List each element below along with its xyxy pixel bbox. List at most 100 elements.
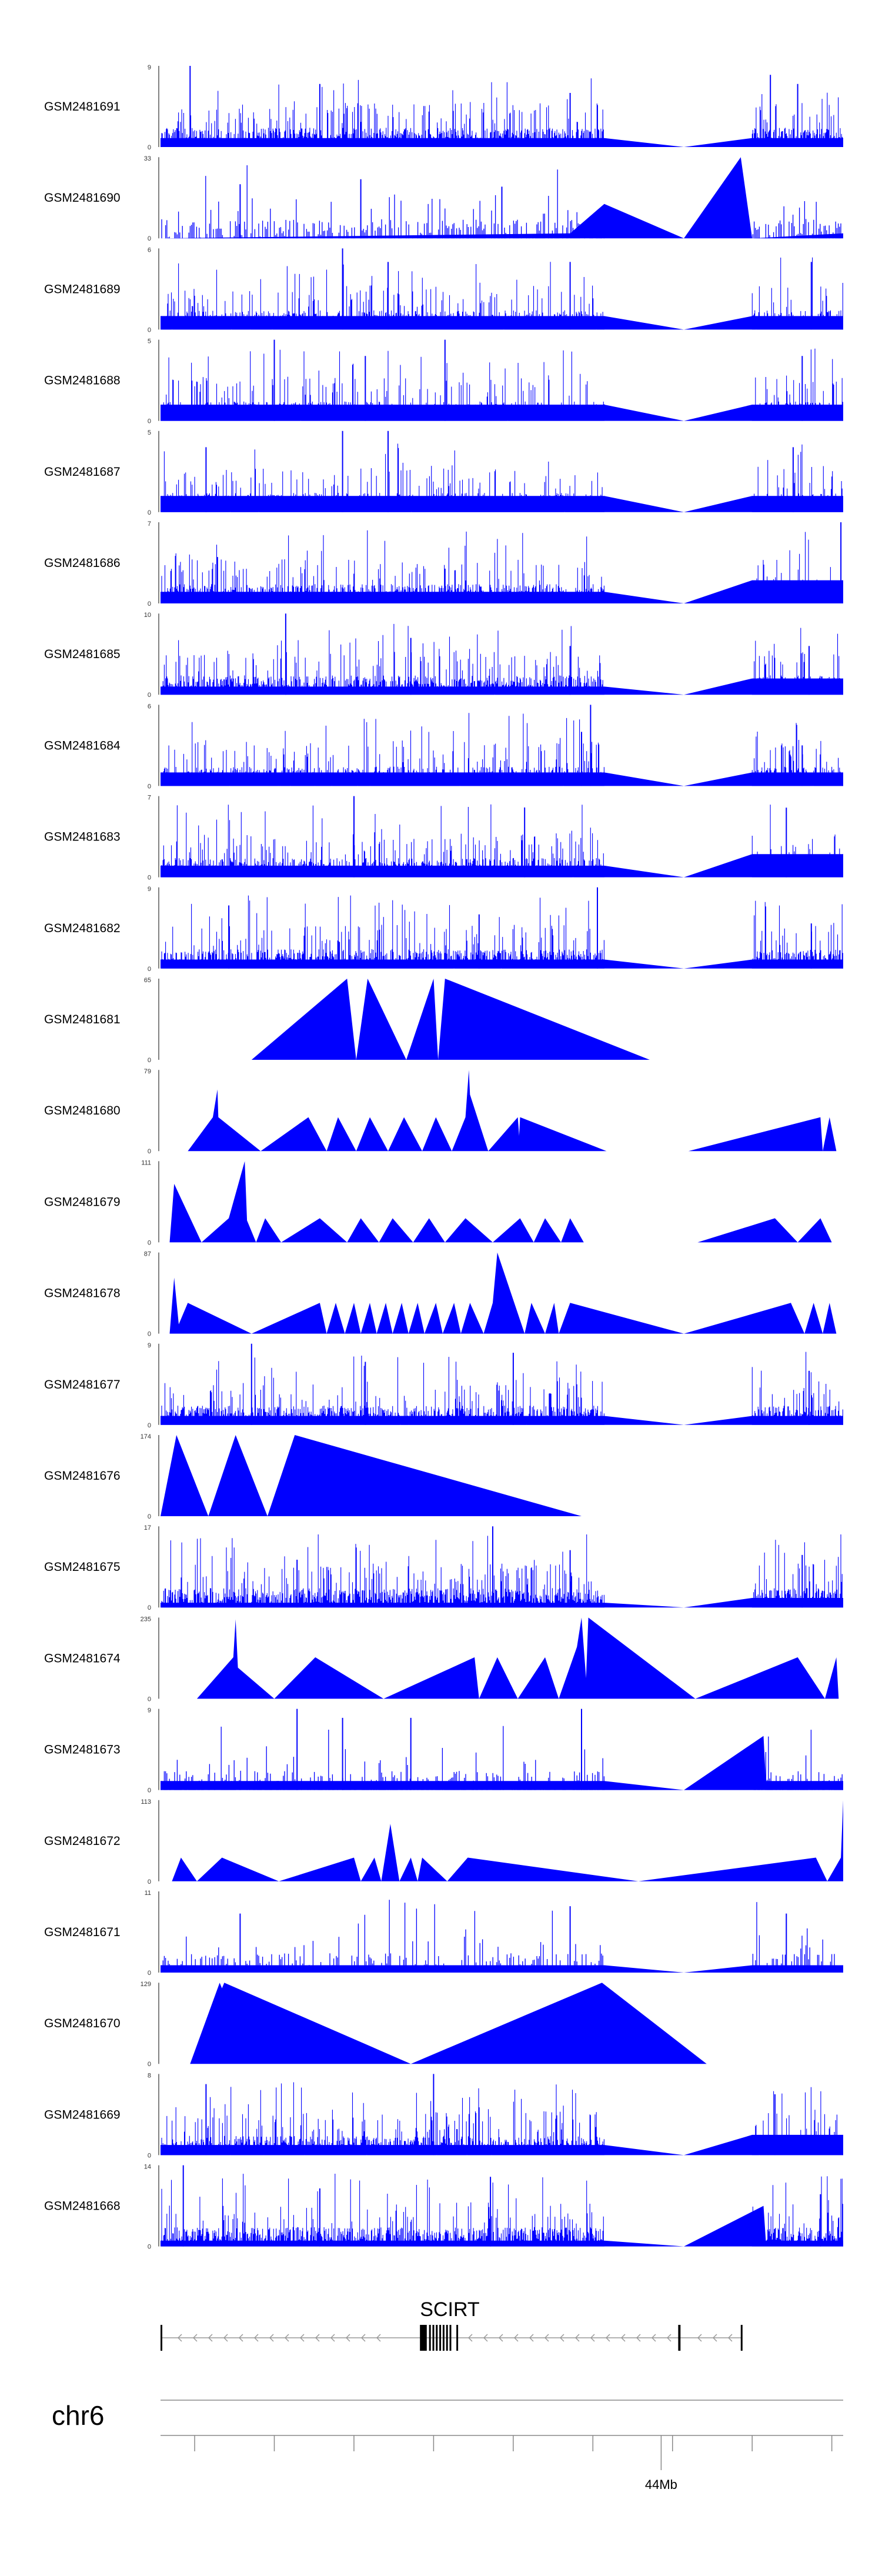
coverage-area <box>251 979 650 1060</box>
y-max-label: 174 <box>141 1433 151 1440</box>
coverage-spikes <box>161 165 841 239</box>
strand-arrow <box>299 2334 305 2342</box>
track-GSM2481684: GSM2481684 6 0 <box>44 703 843 790</box>
y-min-label: 0 <box>148 235 151 242</box>
coverage-tracks: GSM248169190GSM2481690330GSM248168960GSM… <box>44 64 843 2251</box>
y-max-label: 9 <box>148 1707 151 1714</box>
strand-arrow <box>483 2334 488 2342</box>
track-GSM2481668: GSM2481668 14 0 <box>44 2164 843 2251</box>
exon <box>439 2325 442 2351</box>
y-min-label: 0 <box>148 1696 151 1703</box>
y-max-label: 5 <box>148 429 151 436</box>
coverage-spikes <box>161 257 843 330</box>
track-GSM2481681: GSM2481681 65 0 <box>44 977 650 1064</box>
strand-arrow <box>498 2334 503 2342</box>
coverage-spikes <box>161 78 843 147</box>
y-max-label: 87 <box>144 1251 151 1258</box>
y-max-label: 11 <box>145 1890 151 1897</box>
track-GSM2481688: GSM2481688 5 0 <box>44 338 843 425</box>
coverage-spikes <box>162 1900 843 1973</box>
track-GSM2481676: GSM2481676 174 0 <box>44 1433 582 1520</box>
coverage-spikes <box>161 1534 843 1608</box>
track-GSM2481680: GSM2481680 79 0 <box>44 1068 837 1155</box>
strand-arrow <box>315 2334 320 2342</box>
ruler-tick-label: 44Mb <box>645 2477 677 2492</box>
coverage-spikes <box>161 530 843 603</box>
coverage-area <box>169 1161 832 1243</box>
y-max-label: 5 <box>148 338 151 345</box>
track-label: GSM2481681 <box>44 1013 121 1026</box>
y-min-label: 0 <box>148 2152 151 2159</box>
track-GSM2481674: GSM2481674 235 0 <box>44 1616 839 1703</box>
y-max-label: 7 <box>148 795 151 802</box>
coverage-area <box>161 1736 843 1790</box>
coverage-spikes <box>161 2082 843 2155</box>
track-GSM2481675: GSM2481675 17 0 <box>44 1524 843 1611</box>
track-GSM2481672: GSM2481672 113 0 <box>44 1798 843 1886</box>
strand-arrow <box>544 2334 549 2342</box>
track-label: GSM2481687 <box>44 465 121 479</box>
track-GSM2481677: GSM2481677 9 0 <box>44 1342 843 1429</box>
y-max-label: 113 <box>141 1798 151 1806</box>
track-GSM2481679: GSM2481679 111 0 <box>44 1159 832 1246</box>
track-label: GSM2481677 <box>44 1378 121 1392</box>
strand-arrow <box>651 2334 656 2342</box>
track-label: GSM2481679 <box>44 1195 121 1209</box>
exon <box>429 2325 431 2351</box>
strand-arrow <box>253 2334 259 2342</box>
chromosome-label: chr6 <box>52 2400 104 2431</box>
coverage-area <box>188 1070 837 1152</box>
track-GSM2481671: GSM2481671 11 0 <box>44 1890 843 1977</box>
strand-arrow <box>345 2334 350 2342</box>
track-label: GSM2481688 <box>44 374 121 388</box>
track-GSM2481687: GSM2481687 5 0 <box>44 429 843 516</box>
y-max-label: 7 <box>148 520 151 528</box>
y-min-label: 0 <box>148 1787 151 1794</box>
coverage-spikes <box>161 804 843 877</box>
y-max-label: 9 <box>148 64 151 71</box>
strand-arrow <box>712 2334 717 2342</box>
y-max-label: 33 <box>144 155 151 162</box>
coverage-area <box>190 1983 707 2064</box>
y-min-label: 0 <box>148 326 151 333</box>
strand-arrow <box>360 2334 366 2342</box>
track-GSM2481689: GSM2481689 6 0 <box>44 246 843 333</box>
track-label: GSM2481690 <box>44 191 121 205</box>
track-label: GSM2481691 <box>44 100 121 114</box>
track-label: GSM2481689 <box>44 282 121 296</box>
y-max-label: 79 <box>144 1068 151 1075</box>
coverage-spikes <box>161 443 843 512</box>
y-max-label: 6 <box>148 246 151 253</box>
strand-arrow <box>284 2334 289 2342</box>
track-label: GSM2481676 <box>44 1469 121 1483</box>
y-min-label: 0 <box>148 1878 151 1886</box>
coverage-area <box>172 1800 843 1881</box>
track-label: GSM2481684 <box>44 739 121 752</box>
exon <box>456 2325 459 2351</box>
track-label: GSM2481682 <box>44 922 121 935</box>
coverage-spikes <box>161 713 843 786</box>
y-max-label: 8 <box>148 2072 151 2079</box>
strand-arrow <box>574 2334 580 2342</box>
coverage-spikes <box>161 2174 843 2247</box>
track-GSM2481686: GSM2481686 7 0 <box>44 520 843 608</box>
strand-arrow <box>636 2334 641 2342</box>
exon <box>678 2325 681 2351</box>
exon <box>449 2325 452 2351</box>
strand-arrow <box>559 2334 564 2342</box>
gene-name: SCIRT <box>420 2298 479 2321</box>
strand-arrow <box>529 2334 534 2342</box>
y-max-label: 6 <box>148 703 151 710</box>
y-max-label: 235 <box>141 1616 151 1623</box>
y-min-label: 0 <box>148 509 151 516</box>
y-min-label: 0 <box>148 875 151 882</box>
track-label: GSM2481668 <box>44 2200 121 2213</box>
exon <box>432 2325 435 2351</box>
genome-ruler: chr6 44Mb <box>52 2400 843 2492</box>
strand-arrow <box>177 2334 182 2342</box>
y-min-label: 0 <box>148 966 151 973</box>
strand-arrow <box>605 2334 610 2342</box>
track-GSM2481690: GSM2481690 33 0 <box>44 155 843 242</box>
strand-arrow <box>620 2334 626 2342</box>
